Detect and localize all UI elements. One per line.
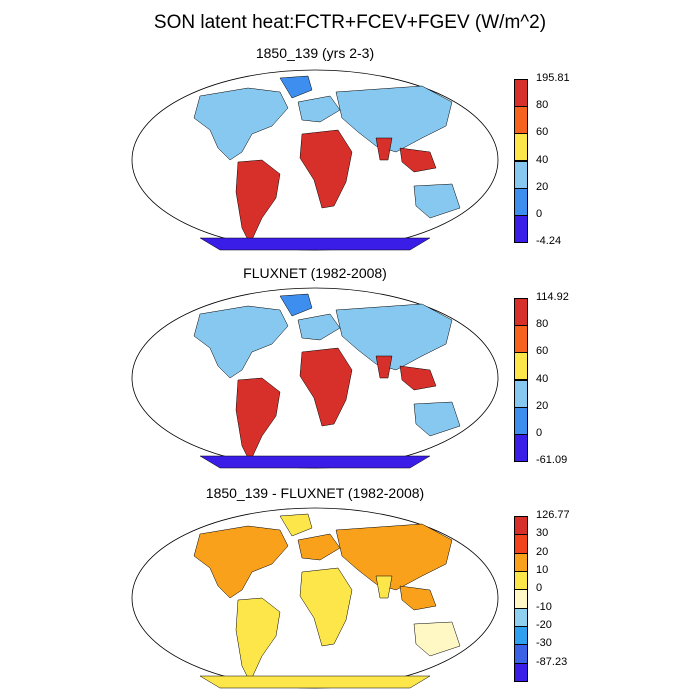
colorbar-tick-label: -4.24 [536, 235, 562, 247]
continent-antarctica [199, 675, 431, 689]
continent-australia [413, 401, 461, 437]
continent-greenland [279, 75, 313, 99]
colorbar-tick-label: -87.23 [536, 655, 568, 668]
continent-africa [299, 567, 353, 647]
continent-europe [297, 533, 341, 561]
colorbar-segment [514, 552, 528, 572]
continent-africa [299, 129, 353, 209]
colorbar-segment [514, 662, 528, 682]
colorbar-segment [514, 516, 528, 536]
colorbar-segment [514, 79, 528, 108]
panel-1-map [131, 69, 499, 251]
colorbar-segment [514, 298, 528, 327]
continent-australia [413, 621, 461, 657]
colorbar-segment [514, 106, 528, 135]
continent-australia [413, 183, 461, 219]
continent-antarctica [199, 455, 431, 469]
colorbar-segment [514, 160, 528, 189]
colorbar-tick-label: 40 [536, 153, 549, 166]
panel-1-colorbar [514, 79, 528, 243]
continent-asia [335, 303, 453, 371]
continent-north-america [193, 87, 289, 161]
continent-asia [335, 85, 453, 153]
colorbar-segment [514, 571, 528, 591]
colorbar-tick-label: 60 [536, 345, 549, 358]
colorbar-tick-label: 60 [536, 126, 549, 139]
colorbar-tick-label: 195.81 [536, 72, 570, 84]
colorbar-tick-label: 80 [536, 318, 549, 331]
continent-se-asia [399, 365, 437, 391]
colorbar-segment [514, 607, 528, 627]
colorbar-segment [514, 214, 528, 243]
colorbar-segment [514, 626, 528, 646]
colorbar-tick-label: 10 [536, 564, 549, 576]
colorbar-segment [514, 406, 528, 435]
continent-north-america [193, 305, 289, 379]
colorbar-tick-label: 20 [536, 545, 549, 558]
colorbar-tick-label: 114.92 [536, 291, 569, 303]
colorbar-tick-label: 30 [536, 527, 549, 540]
panel-3-title: 1850_139 - FLUXNET (1982-2008) [205, 485, 425, 501]
colorbar-tick-label: 126.77 [536, 509, 570, 521]
colorbar-tick-label: 20 [536, 399, 549, 412]
panel-1-title: 1850_139 (yrs 2-3) [255, 45, 375, 61]
continent-africa [299, 347, 353, 427]
colorbar-tick-label: -61.09 [536, 454, 568, 466]
colorbar-tick-label: -20 [536, 619, 552, 631]
colorbar-tick-label: 40 [536, 372, 549, 385]
colorbar-tick-label: 0 [536, 426, 543, 439]
colorbar-tick-label: 80 [536, 99, 549, 112]
continent-asia [335, 523, 453, 591]
continent-europe [297, 313, 341, 341]
colorbar-segment [514, 325, 528, 354]
continent-europe [297, 95, 341, 123]
continent-india [375, 137, 393, 161]
continent-south-america [235, 377, 281, 463]
figure-title: SON latent heat:FCTR+FCEV+FGEV (W/m^2) [153, 12, 547, 33]
panel-3-colorbar [514, 516, 528, 682]
colorbar-tick-label: -30 [536, 637, 552, 650]
continent-se-asia [399, 585, 437, 611]
colorbar-segment [514, 644, 528, 664]
colorbar-tick-label: 0 [536, 207, 543, 220]
continent-antarctica [199, 237, 431, 251]
panel-2-colorbar [514, 298, 528, 462]
continent-south-america [235, 159, 281, 245]
colorbar-tick-label: 0 [536, 582, 543, 595]
colorbar-segment [514, 589, 528, 609]
panel-2-title: FLUXNET (1982-2008) [243, 265, 387, 281]
colorbar-segment [514, 534, 528, 554]
colorbar-segment [514, 187, 528, 216]
continent-south-america [235, 597, 281, 683]
colorbar-segment [514, 433, 528, 462]
colorbar-tick-label: 20 [536, 180, 549, 193]
colorbar-tick-label: -10 [536, 600, 552, 613]
colorbar-segment [514, 352, 528, 381]
panel-2-map [131, 287, 499, 469]
continent-north-america [193, 525, 289, 599]
colorbar-segment [514, 133, 528, 162]
continent-india [375, 355, 393, 379]
panel-3-map [131, 507, 499, 689]
continent-se-asia [399, 147, 437, 173]
continent-india [375, 575, 393, 599]
continent-greenland [279, 293, 313, 317]
colorbar-segment [514, 379, 528, 408]
continent-greenland [279, 513, 313, 537]
